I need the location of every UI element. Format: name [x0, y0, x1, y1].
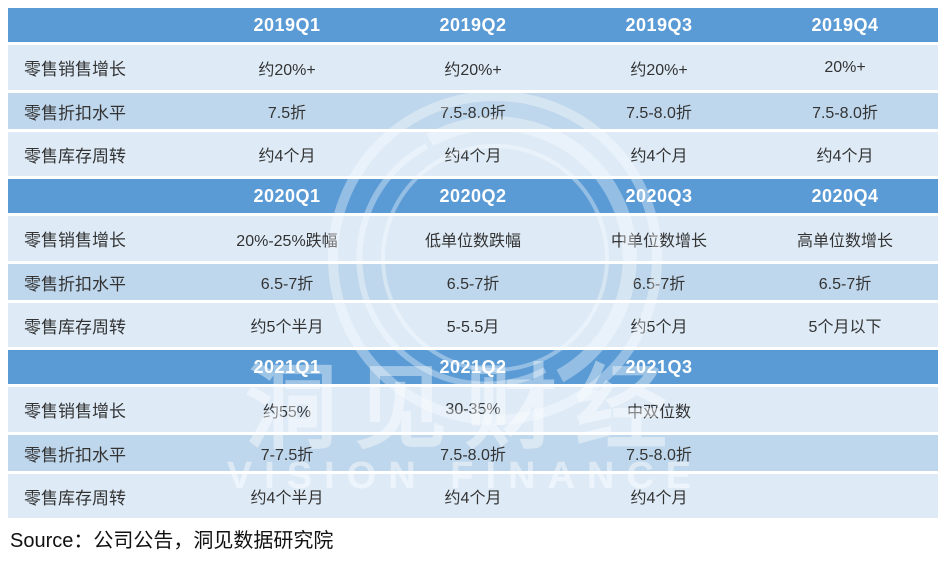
table-cell: 约20%+	[444, 61, 502, 79]
table-cell: 20%+	[824, 58, 866, 76]
table-cell	[752, 387, 938, 432]
table-cell: 5个月以下	[808, 319, 882, 336]
table-cell: 6.5-7折	[260, 276, 314, 293]
table-cell: 7.5折	[267, 105, 307, 122]
table-cell: 约20%+	[630, 61, 688, 79]
table-cell: 约20%+	[258, 61, 316, 79]
row-label-cell: 零售库存周转	[24, 317, 126, 337]
table-cell: 6.5-7折	[632, 276, 686, 293]
table-cell: 5-5.5月	[446, 319, 500, 336]
quarter-header-cell: 2019Q2	[439, 14, 507, 35]
table-cell: 7.5-8.0折	[440, 105, 506, 122]
table-row-inventory-turnover: 零售库存周转 约4个月 约4个月 约4个月 约4个月	[8, 132, 938, 176]
table-cell: 约5个月	[630, 319, 688, 336]
table-cell: 约4个月	[444, 148, 502, 165]
quarter-header-cell: 2020Q4	[811, 185, 879, 206]
quarter-header-cell: 2021Q1	[253, 356, 321, 377]
table-row-inventory-turnover: 零售库存周转 约5个半月 5-5.5月 约5个月 5个月以下	[8, 303, 938, 347]
table-cell: 低单位数跌幅	[424, 232, 521, 250]
table-cell: 7.5-8.0折	[812, 105, 878, 122]
table-row-sales-growth: 零售销售增长 约55% 30-35% 中双位数	[8, 387, 938, 432]
table-cell: 20%-25%跌幅	[236, 232, 338, 250]
table-cell: 中双位数	[626, 403, 691, 421]
year-section-2020: 2020Q1 2020Q2 2020Q3 2020Q4 零售销售增长 20%-2…	[8, 179, 938, 347]
table-cell	[752, 474, 938, 518]
table-cell: 中单位数增长	[610, 232, 707, 250]
table-row-inventory-turnover: 零售库存周转 约4个半月 约4个月 约4个月	[8, 474, 938, 518]
row-label-cell: 零售销售增长	[24, 231, 126, 250]
table-cell: 6.5-7折	[446, 276, 500, 293]
row-label-cell: 零售折扣水平	[24, 103, 126, 123]
table-row-sales-growth: 零售销售增长 约20%+ 约20%+ 约20%+ 20%+	[8, 45, 938, 90]
row-label-cell: 零售折扣水平	[24, 445, 126, 465]
quarter-header-cell: 2019Q4	[811, 14, 879, 35]
table-cell: 7.5-8.0折	[626, 105, 692, 122]
quarter-header-spacer	[8, 179, 194, 213]
table-row-discount-level: 零售折扣水平 6.5-7折 6.5-7折 6.5-7折 6.5-7折	[8, 264, 938, 300]
table-cell: 高单位数增长	[796, 232, 893, 250]
table-cell: 约4个月	[444, 490, 502, 507]
quarter-header-cell: 2020Q3	[625, 185, 693, 206]
row-label-cell: 零售销售增长	[24, 402, 126, 421]
table-row-sales-growth: 零售销售增长 20%-25%跌幅 低单位数跌幅 中单位数增长 高单位数增长	[8, 216, 938, 261]
row-label-cell: 零售库存周转	[24, 488, 126, 508]
table-cell: 约4个半月	[250, 490, 324, 507]
quarterly-metrics-table: 2019Q1 2019Q2 2019Q3 2019Q4 零售销售增长 约20%+…	[8, 8, 938, 521]
table-row-discount-level: 零售折扣水平 7.5折 7.5-8.0折 7.5-8.0折 7.5-8.0折	[8, 93, 938, 129]
quarter-header-cell: 2020Q1	[253, 185, 321, 206]
year-section-2019: 2019Q1 2019Q2 2019Q3 2019Q4 零售销售增长 约20%+…	[8, 8, 938, 176]
quarter-header-row: 2019Q1 2019Q2 2019Q3 2019Q4	[8, 8, 938, 42]
table-cell: 7-7.5折	[260, 447, 314, 464]
table-cell: 约4个月	[258, 148, 316, 165]
table-cell: 30-35%	[445, 400, 501, 418]
row-label-cell: 零售销售增长	[24, 60, 126, 79]
table-row-discount-level: 零售折扣水平 7-7.5折 7.5-8.0折 7.5-8.0折	[8, 435, 938, 471]
quarter-header-spacer	[8, 8, 194, 42]
table-cell: 6.5-7折	[818, 276, 872, 293]
table-cell: 7.5-8.0折	[626, 447, 692, 464]
table-cell: 7.5-8.0折	[440, 447, 506, 464]
quarter-header-spacer	[8, 350, 194, 384]
table-cell: 约55%	[262, 403, 312, 421]
quarter-header-row: 2020Q1 2020Q2 2020Q3 2020Q4	[8, 179, 938, 213]
quarter-header-cell: 2021Q2	[439, 356, 507, 377]
table-cell	[752, 435, 938, 471]
table-cell: 约4个月	[630, 148, 688, 165]
source-note: Source：公司公告，洞见数据研究院	[10, 530, 334, 552]
quarter-header-cell: 2020Q2	[439, 185, 507, 206]
row-label-cell: 零售库存周转	[24, 146, 126, 166]
table-cell: 约4个月	[816, 148, 874, 165]
quarter-header-cell: 2019Q3	[625, 14, 693, 35]
quarter-header-cell: 2019Q1	[253, 14, 321, 35]
quarter-header-row: 2021Q1 2021Q2 2021Q3	[8, 350, 938, 384]
row-label-cell: 零售折扣水平	[24, 274, 126, 294]
quarter-header-cell	[752, 350, 938, 384]
year-section-2021: 2021Q1 2021Q2 2021Q3 零售销售增长 约55% 30-35% …	[8, 350, 938, 518]
table-cell: 约5个半月	[250, 319, 324, 336]
quarter-header-cell: 2021Q3	[625, 356, 693, 377]
table-cell: 约4个月	[630, 490, 688, 507]
